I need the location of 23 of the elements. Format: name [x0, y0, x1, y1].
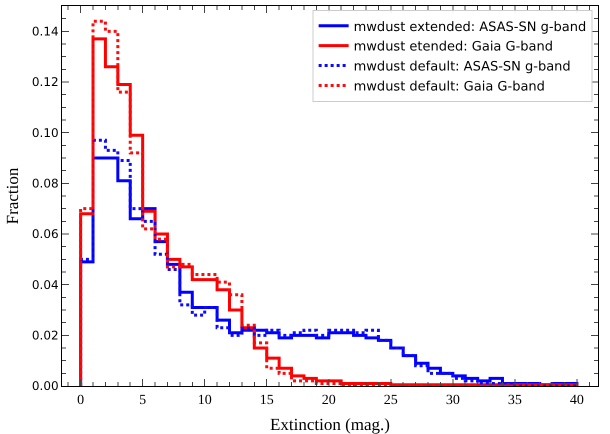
- x-tick-label: 25: [384, 392, 398, 408]
- x-axis-title: Extinction (mag.): [270, 415, 390, 434]
- x-tick-label: 20: [322, 392, 336, 408]
- y-tick-label: 0.08: [32, 176, 59, 191]
- y-tick-label: 0.06: [32, 227, 59, 242]
- y-tick-label: 0.04: [32, 278, 59, 292]
- x-tick-label: 5: [139, 392, 146, 408]
- x-tick-label: 15: [260, 392, 274, 408]
- x-tick-label: 10: [198, 392, 212, 408]
- x-tick-label: 35: [508, 392, 522, 408]
- y-tick-label: 0.02: [32, 328, 59, 343]
- y-tick-label: 0.14: [32, 24, 59, 39]
- x-tick-label: 30: [446, 392, 460, 408]
- legend-label: mwdust extended: ASAS-SN g-band: [354, 20, 586, 35]
- y-axis-title: Fraction: [3, 167, 22, 224]
- legend-label: mwdust default: Gaia G-band: [354, 80, 545, 95]
- x-tick-label: 0: [77, 392, 84, 408]
- legend-label: mwdust default: ASAS-SN g-band: [354, 60, 571, 75]
- legend-label: mwdust etended: Gaia G-band: [354, 40, 554, 55]
- x-tick-label: 40: [570, 392, 584, 408]
- y-tick-label: 0.10: [32, 126, 59, 140]
- y-tick-label: 0.12: [32, 75, 59, 90]
- y-tick-label: 0.00: [32, 379, 59, 394]
